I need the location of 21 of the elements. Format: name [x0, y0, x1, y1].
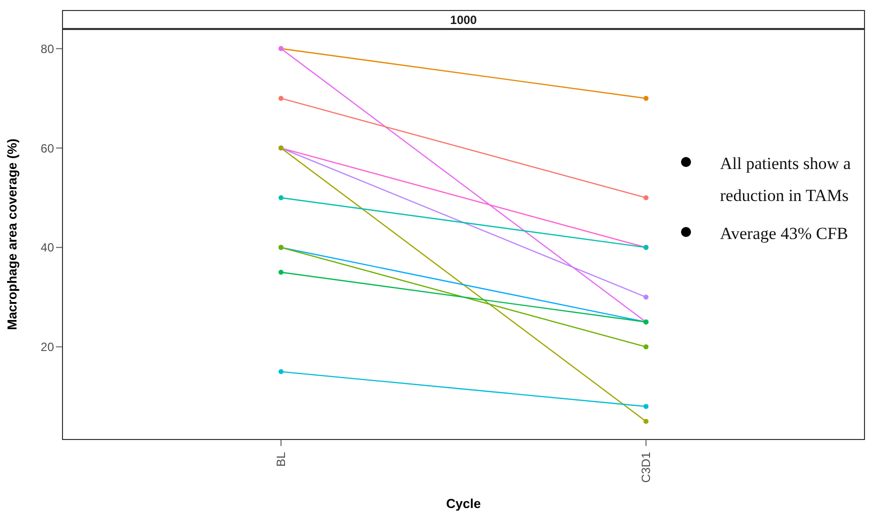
y-tick-label: 40	[40, 240, 54, 255]
point	[278, 96, 284, 101]
y-axis-title: Macrophage area coverage (%)	[4, 138, 20, 330]
x-axis-title: Cycle	[446, 496, 481, 511]
point	[644, 418, 648, 424]
point	[644, 404, 648, 409]
point	[644, 96, 648, 101]
x-tick-label: BL	[274, 452, 288, 467]
point	[644, 344, 648, 350]
point	[644, 195, 648, 200]
point	[278, 195, 284, 200]
y-tick-label: 20	[40, 340, 54, 354]
annotation: Average 43% CFB	[720, 223, 850, 245]
point	[278, 369, 284, 374]
y-tick-label: 80	[40, 42, 54, 56]
x-tick-label: C3D1	[639, 452, 653, 483]
annotation: All patients show a reduction in TAMs	[720, 153, 852, 207]
chart-subtitle: 1000	[62, 10, 865, 29]
point	[644, 294, 648, 300]
y-tick-label: 60	[40, 141, 54, 156]
point	[278, 270, 284, 275]
